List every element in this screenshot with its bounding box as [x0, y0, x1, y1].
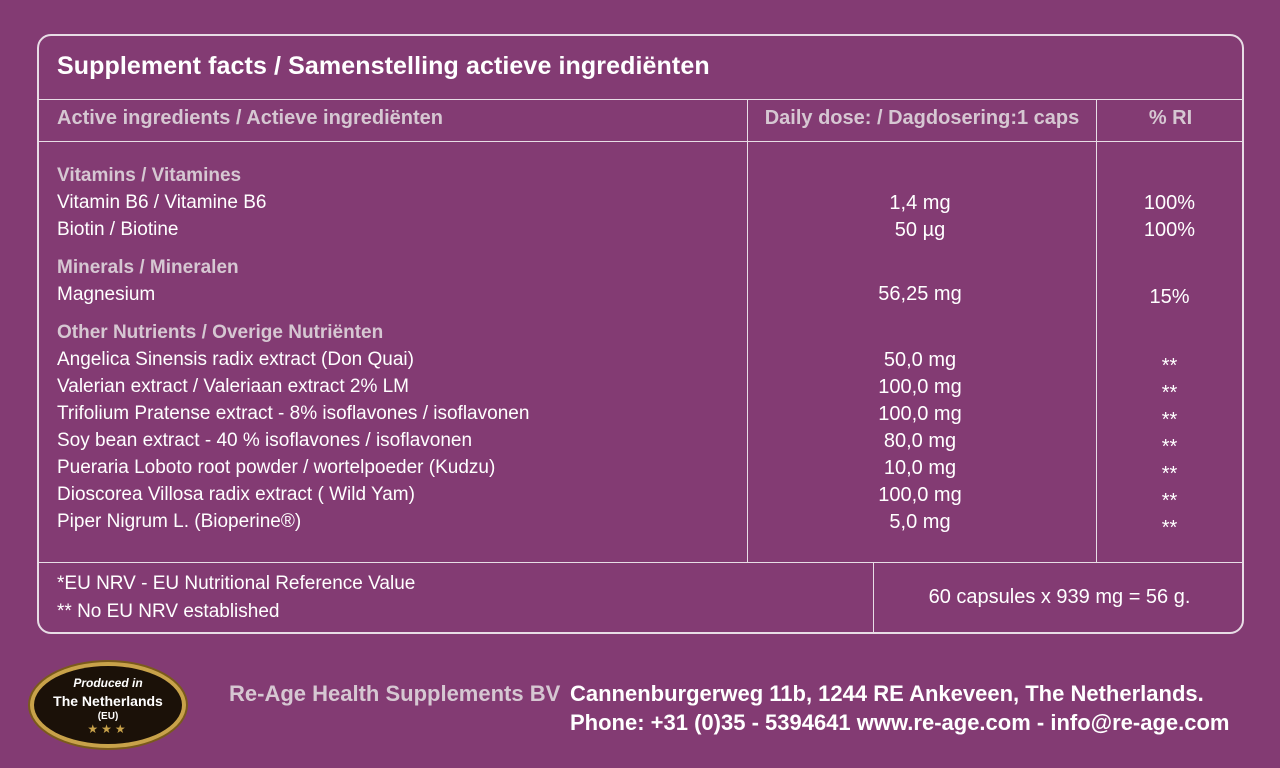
panel-title: Supplement facts / Samenstelling actieve… [57, 52, 710, 80]
ingredient-name: Piper Nigrum L. (Bioperine®) [57, 511, 302, 532]
dose-value: 5,0 mg [889, 511, 951, 533]
divider-col-dose [747, 99, 748, 562]
ingredient-name: Angelica Sinensis radix extract (Don Qua… [57, 349, 414, 370]
ri-value: ** [1161, 409, 1178, 431]
badge-line-eu: (EU) [97, 711, 119, 722]
ingredient-name: Vitamin B6 / Vitamine B6 [57, 192, 267, 213]
supplement-facts-panel: Supplement facts / Samenstelling actieve… [37, 34, 1244, 634]
group-other-nutrients: Other Nutrients / Overige Nutriënten [57, 322, 384, 343]
column-header-ri: % RI [1148, 107, 1193, 129]
produced-in-netherlands-badge: Produced in The Netherlands (EU) ★★★ [34, 666, 182, 744]
ri-value: 100% [1143, 219, 1196, 241]
dose-value: 80,0 mg [883, 430, 957, 452]
ri-value: ** [1161, 517, 1178, 539]
group-minerals: Minerals / Mineralen [57, 257, 239, 278]
dose-value: 50 µg [894, 219, 946, 241]
divider-header [39, 141, 1242, 142]
divider-col-ri [1096, 99, 1097, 562]
ingredient-name: Pueraria Loboto root powder / wortelpoed… [57, 457, 496, 478]
ingredient-name: Soy bean extract - 40 % isoflavones / is… [57, 430, 473, 451]
ri-value: ** [1161, 355, 1178, 377]
badge-line-produced: Produced in [73, 676, 143, 690]
ingredient-name: Dioscorea Villosa radix extract ( Wild Y… [57, 484, 415, 505]
ingredient-name: Valerian extract / Valeriaan extract 2% … [57, 376, 410, 397]
capsules-summary: 60 capsules x 939 mg = 56 g. [928, 586, 1191, 608]
ri-value: ** [1161, 463, 1178, 485]
dose-value: 10,0 mg [883, 457, 957, 479]
dose-value: 1,4 mg [889, 192, 951, 214]
badge-stars-icon: ★★★ [87, 722, 129, 736]
company-name: Re-Age Health Supplements BV [229, 681, 561, 706]
dose-value: 100,0 mg [878, 403, 962, 425]
ri-value: ** [1161, 436, 1178, 458]
ingredient-name: Trifolium Pratense extract - 8% isoflavo… [57, 403, 530, 424]
group-vitamins: Vitamins / Vitamines [57, 165, 242, 186]
dose-value: 100,0 mg [878, 484, 962, 506]
footnote-nrv: *EU NRV - EU Nutritional Reference Value [57, 573, 416, 594]
divider-footer [39, 562, 1242, 563]
divider-title [39, 99, 1242, 100]
dose-value: 100,0 mg [878, 376, 962, 398]
ingredient-name: Biotin / Biotine [57, 219, 179, 240]
dose-value: 50,0 mg [883, 349, 957, 371]
ri-value: 100% [1143, 192, 1196, 214]
ri-value: ** [1161, 382, 1178, 404]
column-header-ingredients: Active ingredients / Actieve ingrediënte… [57, 107, 444, 129]
badge-line-country: The Netherlands [53, 693, 163, 709]
footnote-no-nrv: ** No EU NRV established [57, 601, 280, 622]
ingredient-name: Magnesium [57, 284, 156, 305]
divider-footer-col [873, 562, 874, 634]
ri-value: 15% [1149, 286, 1190, 308]
dose-value: 56,25 mg [878, 283, 962, 305]
company-contact: Phone: +31 (0)35 - 5394641 www.re-age.co… [570, 710, 1230, 735]
company-address: Cannenburgerweg 11b, 1244 RE Ankeveen, T… [570, 681, 1204, 706]
column-header-dose: Daily dose: / Dagdosering:1 caps [764, 107, 1080, 129]
ri-value: ** [1161, 490, 1178, 512]
